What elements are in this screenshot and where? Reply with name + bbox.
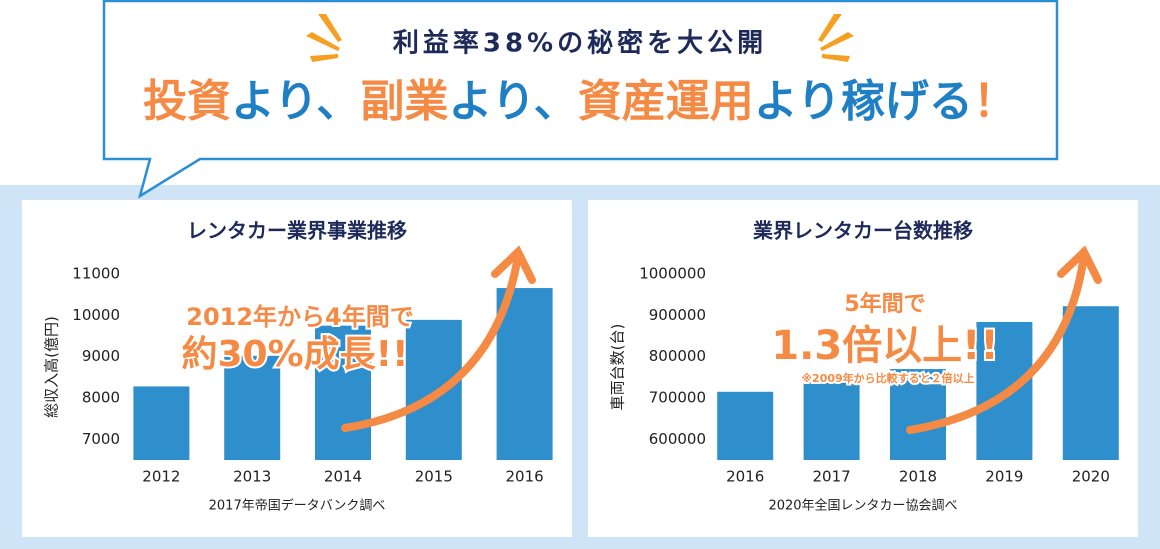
chart-title: レンタカー業界事業推移 bbox=[187, 219, 407, 243]
annotation: 1.3倍以上!! bbox=[771, 323, 998, 369]
annotation: 約30%成長!! bbox=[181, 334, 408, 375]
y-tick-label: 7000 bbox=[82, 430, 120, 448]
headline-part: より、 bbox=[448, 76, 577, 127]
bar bbox=[890, 369, 946, 460]
y-tick-label: 800000 bbox=[649, 347, 706, 365]
bar bbox=[1062, 306, 1119, 460]
source-note: 2020年全国レンタカー協会調べ bbox=[768, 498, 957, 514]
x-tick-label: 2020 bbox=[1072, 468, 1110, 486]
y-tick-label: 700000 bbox=[649, 389, 706, 407]
x-tick-label: 2015 bbox=[415, 468, 453, 486]
headline-part: ！ bbox=[973, 76, 1017, 127]
headline-part: 投資 bbox=[143, 76, 231, 127]
y-tick-label: 10000 bbox=[72, 306, 120, 324]
bar bbox=[224, 355, 281, 460]
panel bbox=[588, 200, 1138, 537]
y-tick-label: 8000 bbox=[82, 389, 120, 407]
y-tick-label: 1000000 bbox=[639, 265, 706, 283]
headline: 投資より、副業より、資産運用より稼げる！ bbox=[143, 76, 1017, 127]
bar bbox=[496, 288, 553, 460]
headline-part: 副業 bbox=[360, 76, 448, 127]
sparks bbox=[306, 14, 854, 62]
y-axis-label: 車両台数(台) bbox=[609, 324, 627, 411]
x-tick-label: 2018 bbox=[899, 468, 937, 486]
bar bbox=[133, 386, 190, 460]
headline-part: 稼げる bbox=[841, 76, 973, 127]
bar bbox=[405, 319, 462, 460]
x-tick-label: 2014 bbox=[324, 468, 362, 486]
panel bbox=[22, 200, 572, 537]
growth-arrows bbox=[341, 245, 1102, 434]
y-axis-label: 総収入高(億円) bbox=[43, 316, 61, 418]
bar bbox=[803, 379, 860, 460]
bar bbox=[717, 391, 774, 460]
kicker: 利益率38%の秘密を大公開 bbox=[393, 28, 767, 59]
annotation: 2012年から4年間で bbox=[186, 303, 414, 331]
y-tick-label: 9000 bbox=[82, 347, 120, 365]
headline-part: より bbox=[754, 76, 841, 127]
x-tick-label: 2019 bbox=[985, 468, 1023, 486]
x-tick-label: 2016 bbox=[506, 468, 544, 486]
y-tick-label: 11000 bbox=[72, 265, 120, 283]
source-note: 2017年帝国データバンク調べ bbox=[209, 498, 386, 514]
x-tick-label: 2016 bbox=[726, 468, 764, 486]
annotation: ※2009年から比較すると２倍以上 bbox=[801, 371, 974, 385]
x-tick-label: 2012 bbox=[142, 468, 180, 486]
headline-part: より、 bbox=[231, 76, 360, 127]
x-tick-label: 2017 bbox=[813, 468, 851, 486]
chart-title: 業界レンタカー台数推移 bbox=[753, 219, 973, 243]
bar bbox=[315, 325, 371, 460]
y-tick-label: 600000 bbox=[649, 430, 706, 448]
annotation: 5年間で bbox=[844, 291, 925, 317]
x-tick-label: 2013 bbox=[233, 468, 271, 486]
speech-bubble bbox=[102, 0, 1059, 199]
headline-part: 資産運用 bbox=[578, 76, 754, 127]
y-tick-label: 900000 bbox=[649, 306, 706, 324]
